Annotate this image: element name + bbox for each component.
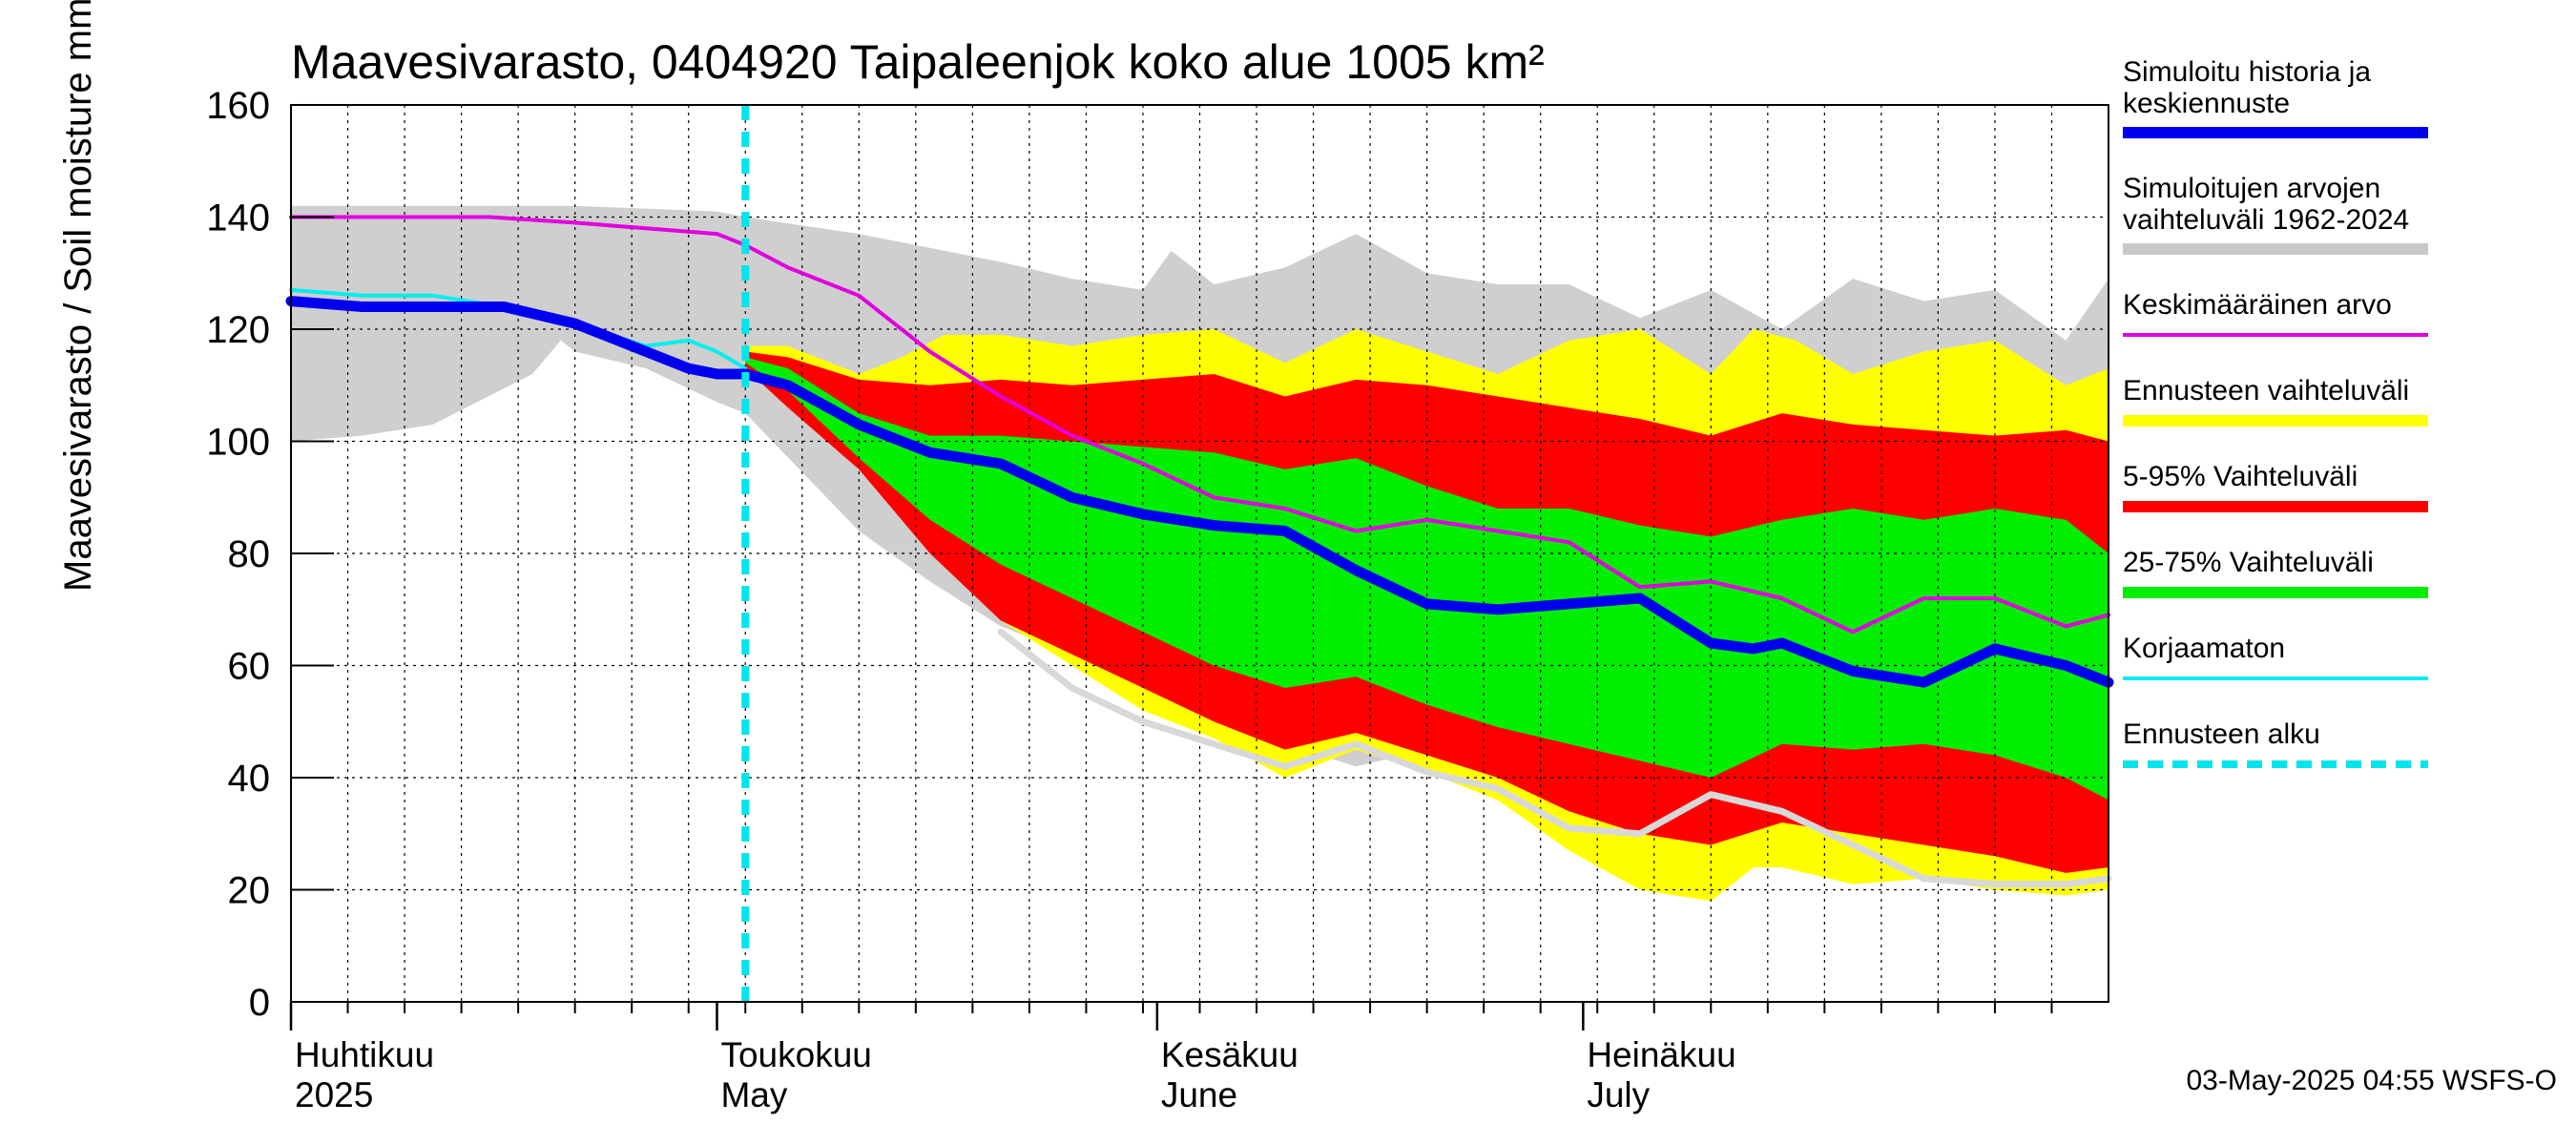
legend-label: Korjaamaton [2123, 633, 2285, 664]
y-tick-label: 140 [206, 198, 270, 239]
y-tick-label: 80 [228, 533, 271, 575]
legend-label: 25-75% Vaihteluväli [2123, 547, 2374, 578]
mean-value-line [289, 215, 2110, 635]
y-tick-label: 160 [206, 85, 270, 127]
month-label-fi: Heinäkuu [1587, 1035, 1735, 1074]
grid [291, 105, 2109, 1002]
y-tick-label: 100 [206, 422, 270, 464]
month-label-en: June [1161, 1075, 1237, 1114]
y-tick-label: 60 [228, 646, 271, 688]
legend-label: Keskimääräinen arvo [2123, 289, 2392, 321]
sim-history-min-line [997, 628, 2112, 888]
y-axis-label: Maavesivarasto / Soil moisture mm [57, 0, 99, 592]
month-label-en: July [1587, 1075, 1650, 1114]
legend-label: keskiennuste [2123, 88, 2290, 119]
footer-timestamp: 03-May-2025 04:55 WSFS-O [2187, 1065, 2558, 1096]
legend-label: Ennusteen vaihteluväli [2123, 375, 2409, 406]
month-label-fi: Huhtikuu [295, 1035, 434, 1074]
y-tick-label: 40 [228, 758, 271, 800]
month-label-en: May [720, 1075, 787, 1114]
month-label-fi: Kesäkuu [1161, 1035, 1298, 1074]
month-label-fi: Toukokuu [720, 1035, 871, 1074]
y-tick-label: 0 [249, 982, 270, 1024]
month-label-en: 2025 [295, 1075, 373, 1114]
y-tick-label: 120 [206, 309, 270, 351]
legend-label: Simuloitujen arvojen [2123, 173, 2380, 204]
chart-title: Maavesivarasto, 0404920 Taipaleenjok kok… [291, 35, 1545, 89]
legend-label: Simuloitu historia ja [2123, 56, 2371, 88]
simulated-mean-forecast-line [285, 296, 2114, 688]
y-tick-label: 20 [228, 870, 271, 912]
legend-label: vaihteluväli 1962-2024 [2123, 204, 2409, 236]
series-lines [285, 105, 2114, 1002]
legend-label: 5-95% Vaihteluväli [2123, 461, 2358, 492]
legend-label: Ennusteen alku [2123, 718, 2320, 750]
